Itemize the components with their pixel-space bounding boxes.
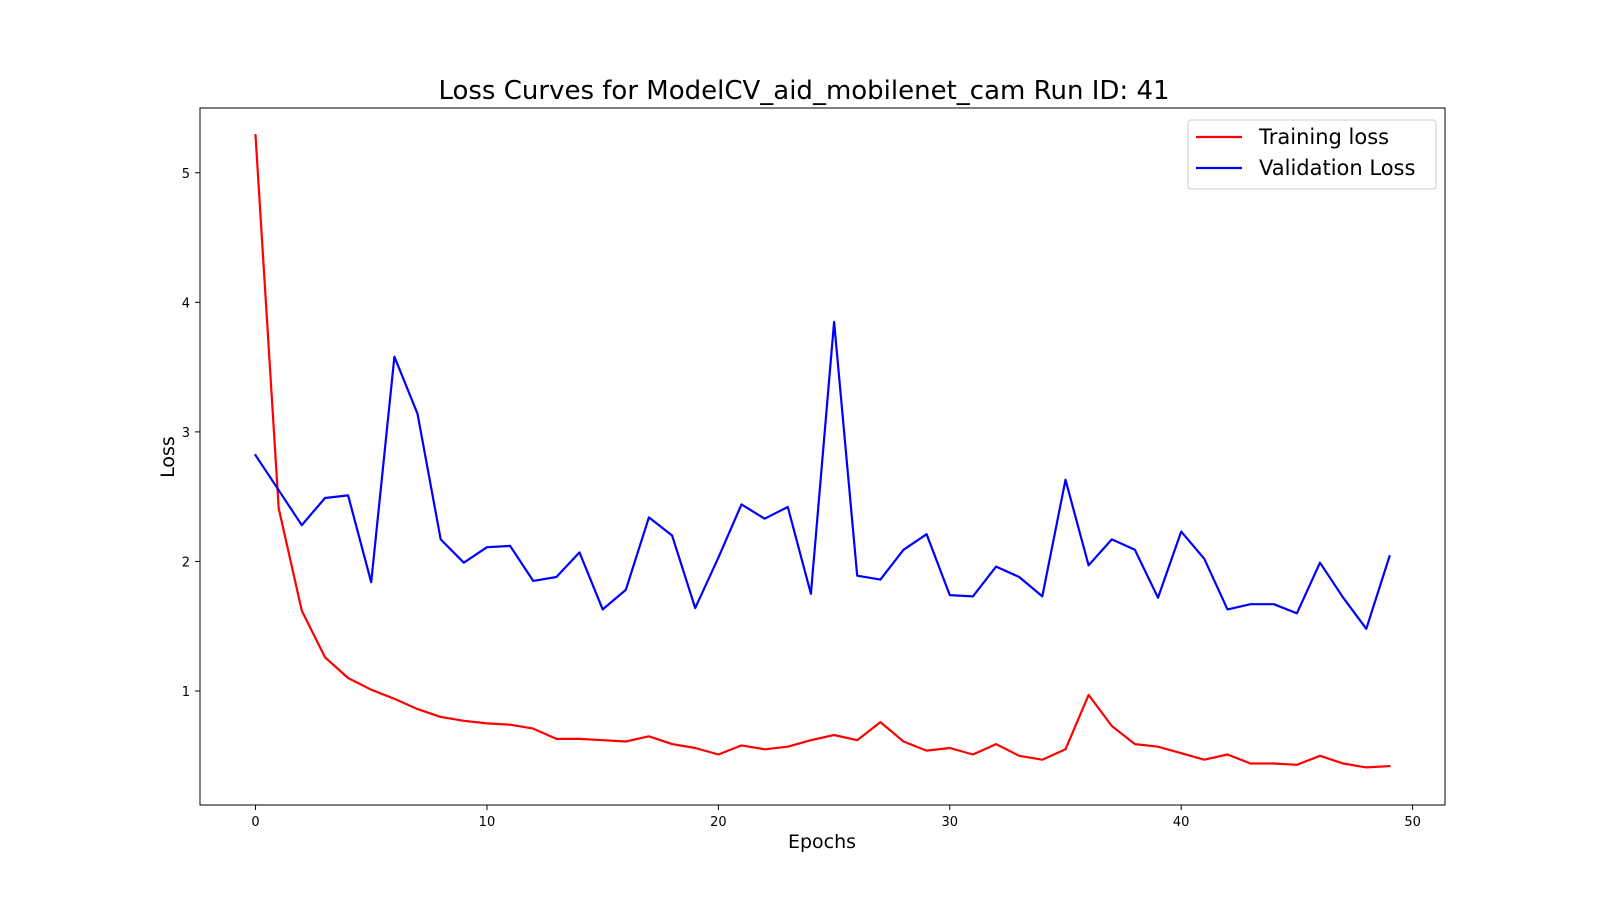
y-axis-label: Loss — [157, 436, 179, 478]
x-tick-label: 40 — [1173, 815, 1190, 830]
legend-box — [1187, 119, 1437, 190]
y-tick-label: 3 — [182, 426, 190, 441]
x-axis: 0 10 20 30 40 50 — [251, 805, 1421, 830]
y-tick-label: 2 — [182, 555, 190, 570]
series-line-training-loss — [254, 134, 1391, 769]
legend-label: Validation Loss — [1259, 156, 1415, 180]
x-tick-label: 20 — [710, 815, 727, 830]
plot-frame — [199, 107, 1446, 806]
y-tick-label: 4 — [182, 296, 190, 311]
y-tick-label: 1 — [182, 685, 190, 700]
x-tick-label: 50 — [1404, 815, 1421, 830]
x-axis-label: Epochs — [788, 831, 856, 853]
y-axis: 1 2 3 4 5 — [182, 167, 200, 700]
y-tick-label: 5 — [182, 167, 190, 182]
series-line-validation-loss — [253, 320, 1391, 630]
chart-title: Loss Curves for ModelCV_aid_mobilenet_ca… — [438, 76, 1169, 106]
legend-label: Training loss — [1258, 125, 1389, 149]
series-lines — [253, 134, 1391, 769]
x-tick-label: 10 — [479, 815, 496, 830]
legend: Training loss Validation Loss — [1187, 119, 1437, 190]
x-tick-label: 0 — [251, 815, 259, 830]
plot-area — [199, 107, 1446, 806]
x-tick-label: 30 — [942, 815, 959, 830]
